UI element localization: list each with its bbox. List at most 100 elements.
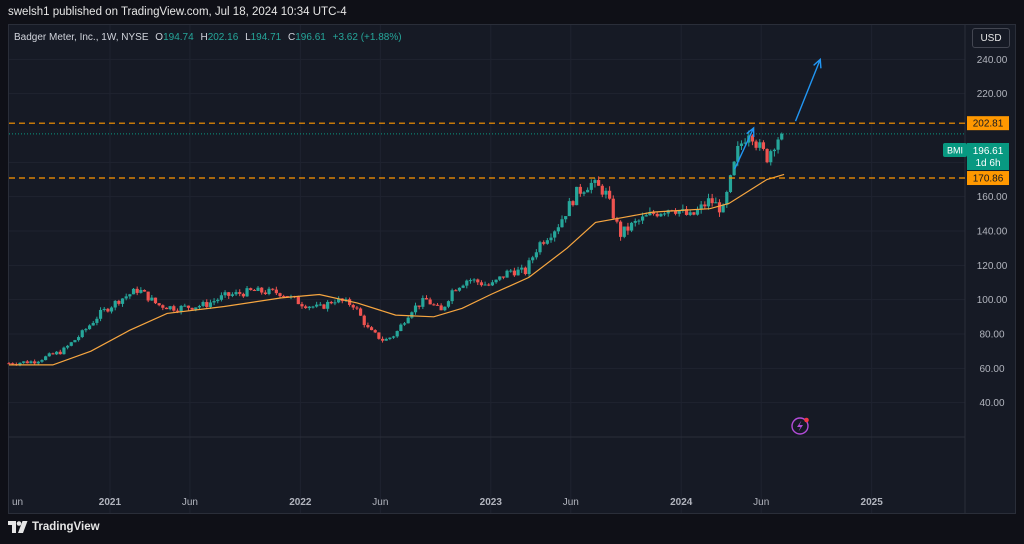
candle-up <box>662 213 667 215</box>
candle-down <box>424 298 429 300</box>
candle-down <box>227 292 231 296</box>
candle-up <box>450 290 454 302</box>
candle-up <box>76 337 81 341</box>
candle-down <box>33 361 37 364</box>
last-price-box <box>967 143 1009 170</box>
candle-down <box>611 198 615 219</box>
candle-down <box>618 221 623 237</box>
candle-down <box>304 306 308 309</box>
horizontal-levels[interactable]: 202.81 170.86 <box>9 116 1009 186</box>
symbol-legend[interactable]: Badger Meter, Inc., 1W, NYSE O194.74 H20… <box>14 32 402 43</box>
candle-down <box>373 330 377 333</box>
candle-up <box>395 331 399 337</box>
candle-up <box>575 186 579 206</box>
x-tick-label: Jun <box>372 497 388 508</box>
candle-up <box>91 322 95 326</box>
candle-down <box>186 305 191 308</box>
candle-up <box>139 289 143 293</box>
x-tick-label: 2025 <box>861 497 884 508</box>
candle-down <box>512 270 516 276</box>
candle-up <box>326 301 330 309</box>
candle-up <box>772 149 777 152</box>
chart-pane[interactable] <box>8 24 1016 514</box>
candle-up <box>560 219 564 228</box>
candle-up <box>758 142 762 148</box>
candle-down <box>476 279 480 283</box>
x-tick-label: Jun <box>753 497 769 508</box>
candle-up <box>509 270 513 272</box>
candle-down <box>175 310 180 312</box>
candle-up <box>315 304 319 307</box>
candle-down <box>432 304 436 306</box>
bar-countdown: 1d 6h <box>975 158 1000 169</box>
candle-down <box>271 288 275 290</box>
symbol-label: BMI <box>947 146 963 156</box>
candle-up <box>230 294 234 296</box>
lightning-icon[interactable] <box>791 417 809 435</box>
candle-up <box>520 267 524 270</box>
candle-up <box>216 299 220 302</box>
candle-up <box>780 133 784 140</box>
x-tick-label: 2022 <box>289 497 312 508</box>
candle-up <box>311 306 315 308</box>
candle-down <box>263 292 267 294</box>
candle-up <box>384 338 388 341</box>
candle-down <box>600 185 604 195</box>
y-tick-label: 220.00 <box>977 89 1008 100</box>
candle-down <box>479 282 484 286</box>
candle-up <box>461 285 465 288</box>
trend-arrows[interactable] <box>733 57 822 170</box>
candle-up <box>337 298 341 303</box>
candle-down <box>358 308 363 316</box>
candle-up <box>567 201 571 217</box>
candle-up <box>706 198 711 207</box>
candle-up <box>769 151 773 163</box>
candle-up <box>465 280 469 286</box>
candle-up <box>490 282 495 286</box>
candle-up <box>413 305 418 313</box>
candle-down <box>300 304 304 307</box>
candle-up <box>531 257 535 261</box>
candle-up <box>494 279 498 283</box>
candle-down <box>347 299 352 305</box>
y-tick-label: 100.00 <box>977 295 1008 306</box>
candle-up <box>443 306 447 311</box>
candle-up <box>95 318 99 323</box>
candle-down <box>25 361 29 364</box>
candle-up <box>22 361 26 363</box>
time-axis[interactable]: un 2021 Jun 2022 Jun 2023 Jun 2024 Jun 2025 <box>12 497 883 508</box>
candle-up <box>410 312 414 318</box>
candle-up <box>457 287 462 291</box>
candle-up <box>131 288 136 295</box>
candle-up <box>640 216 645 221</box>
candle-down <box>439 305 443 311</box>
high-label: H <box>200 32 208 43</box>
trend-arrow[interactable] <box>733 126 755 170</box>
candle-up <box>29 361 33 364</box>
candle-down <box>11 363 15 365</box>
candle-down <box>377 332 381 339</box>
tradingview-logo[interactable]: TradingView <box>8 521 100 533</box>
candle-up <box>219 295 224 300</box>
candle-up <box>183 305 187 307</box>
currency-button[interactable]: USD <box>972 28 1010 48</box>
candle-up <box>637 220 641 222</box>
y-tick-label: 120.00 <box>977 261 1008 272</box>
candle-down <box>278 293 282 297</box>
candle-up <box>659 213 663 217</box>
candle-down <box>369 327 374 331</box>
candle-down <box>710 198 714 204</box>
y-tick-label: 80.00 <box>979 330 1004 341</box>
candle-up <box>40 360 44 362</box>
price-axis[interactable]: 40.00 60.00 80.00 100.00 120.00 140.00 160.00 1… <box>977 55 1008 409</box>
trend-arrow[interactable] <box>794 57 822 122</box>
candles <box>7 130 784 367</box>
candle-up <box>388 337 392 339</box>
tradingview-logo-icon <box>8 521 28 533</box>
close-value: 196.61 <box>295 32 326 43</box>
candle-up <box>688 212 692 215</box>
candle-up <box>98 309 103 319</box>
grid <box>9 25 965 513</box>
candle-down <box>135 288 139 293</box>
